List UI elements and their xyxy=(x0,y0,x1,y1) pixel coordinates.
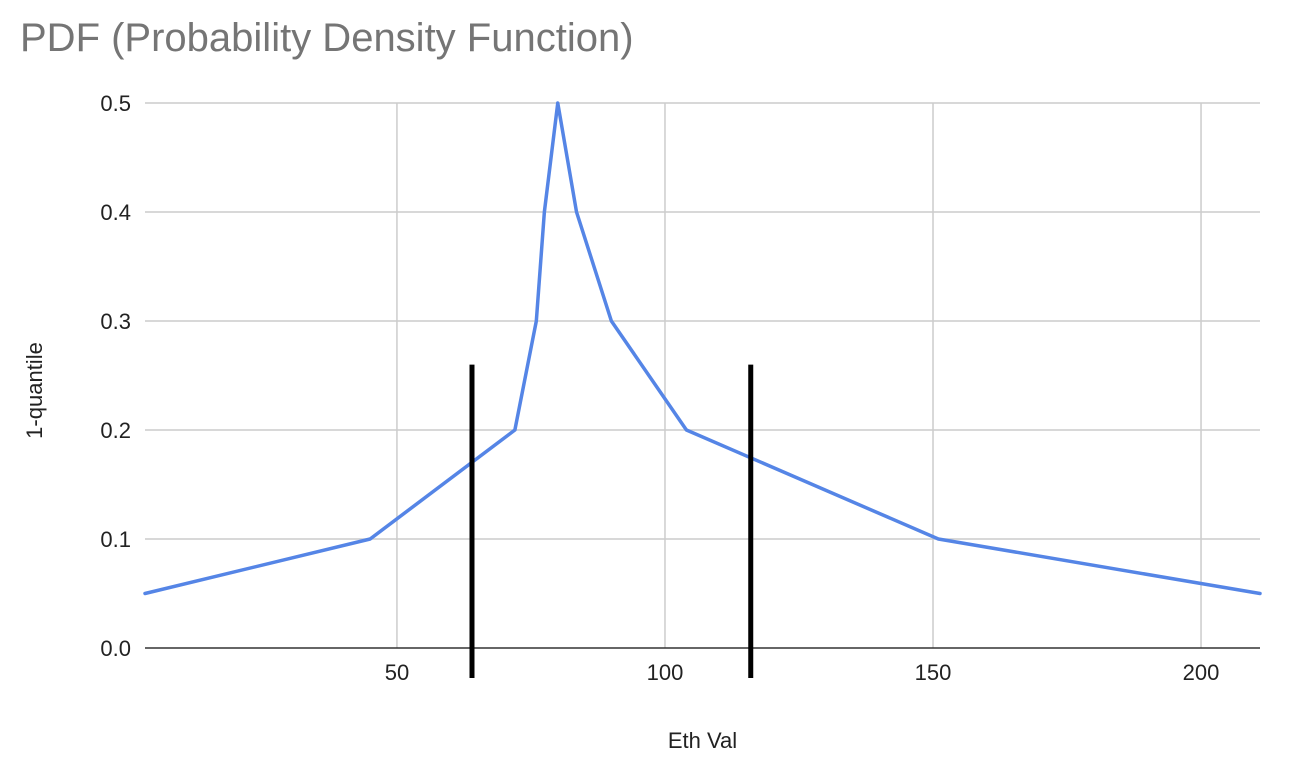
vertical-markers xyxy=(469,364,754,678)
x-tick-label: 100 xyxy=(647,660,684,685)
y-tick-label: 0.5 xyxy=(100,91,131,116)
y-tick-label: 0.2 xyxy=(100,418,131,443)
y-tick-label: 0.4 xyxy=(100,200,131,225)
tick-labels: 0.0 0.1 0.2 0.3 0.4 0.5 50 100 150 200 xyxy=(100,91,1219,685)
x-tick-label: 50 xyxy=(385,660,409,685)
x-tick-label: 200 xyxy=(1183,660,1220,685)
series-layer xyxy=(143,101,1262,596)
chart-title: PDF (Probability Density Function) xyxy=(20,16,634,60)
x-tick-label: 150 xyxy=(915,660,952,685)
x-axis-title: Eth Val xyxy=(668,728,737,753)
y-tick-label: 0.3 xyxy=(100,309,131,334)
y-tick-label: 0.0 xyxy=(100,636,131,661)
y-tick-label: 0.1 xyxy=(100,527,131,552)
series-line xyxy=(143,101,1262,596)
y-axis-title: 1-quantile xyxy=(22,342,47,439)
grid-lines xyxy=(145,102,1260,648)
